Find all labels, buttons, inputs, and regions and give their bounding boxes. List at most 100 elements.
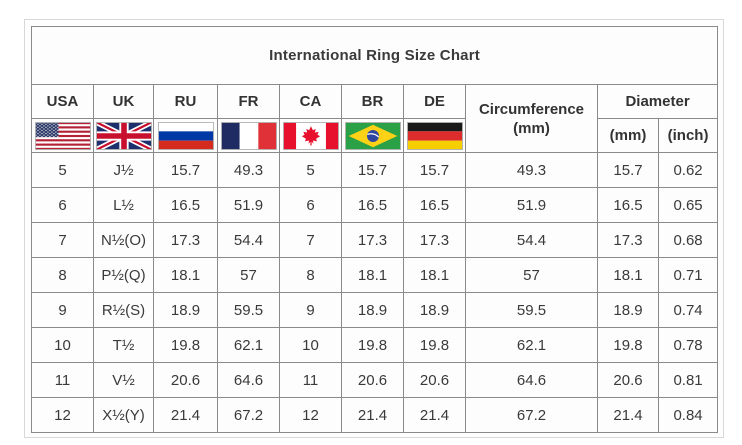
- cell-diameter-inch: 0.71: [657, 257, 719, 293]
- cell-br: 18.9: [341, 292, 404, 328]
- cell-circumference: 62.1: [465, 327, 598, 363]
- cell-diameter-inch: 0.74: [657, 292, 719, 328]
- column-header-br: BR: [341, 84, 404, 119]
- column-header-diameter-inch: (inch): [657, 118, 719, 153]
- cell-fr: 64.6: [217, 362, 280, 398]
- cell-usa: 6: [31, 187, 94, 223]
- ru-flag-cell: [153, 118, 218, 153]
- cell-ca: 9: [279, 292, 342, 328]
- cell-ca: 11: [279, 362, 342, 398]
- cell-uk: T½: [93, 327, 154, 363]
- cell-uk: J½: [93, 152, 154, 188]
- table-row: 11 V½ 20.6 64.6 11 20.6 20.6 64.6 20.6 0…: [31, 362, 719, 398]
- cell-usa: 10: [31, 327, 94, 363]
- cell-de: 17.3: [403, 222, 466, 258]
- cell-uk: V½: [93, 362, 154, 398]
- table-row: 6 L½ 16.5 51.9 6 16.5 16.5 51.9 16.5 0.6…: [31, 187, 719, 223]
- cell-diameter-inch: 0.84: [657, 397, 719, 433]
- table-row: 9 R½(S) 18.9 59.5 9 18.9 18.9 59.5 18.9 …: [31, 292, 719, 328]
- cell-br: 18.1: [341, 257, 404, 293]
- column-header-diameter-mm: (mm): [597, 118, 659, 153]
- cell-diameter-mm: 16.5: [597, 187, 659, 223]
- cell-diameter-mm: 18.1: [597, 257, 659, 293]
- cell-ca: 7: [279, 222, 342, 258]
- cell-br: 19.8: [341, 327, 404, 363]
- uk-flag-icon: [95, 121, 152, 150]
- cell-uk: N½(O): [93, 222, 154, 258]
- cell-diameter-mm: 19.8: [597, 327, 659, 363]
- cell-br: 17.3: [341, 222, 404, 258]
- cell-de: 18.1: [403, 257, 466, 293]
- cell-fr: 54.4: [217, 222, 280, 258]
- cell-fr: 62.1: [217, 327, 280, 363]
- cell-ru: 18.9: [153, 292, 218, 328]
- column-header-uk: UK: [93, 84, 154, 119]
- br-flag-cell: [341, 118, 404, 153]
- cell-diameter-inch: 0.65: [657, 187, 719, 223]
- cell-usa: 5: [31, 152, 94, 188]
- cell-fr: 59.5: [217, 292, 280, 328]
- de-flag-cell: [403, 118, 466, 153]
- table-row: 5 J½ 15.7 49.3 5 15.7 15.7 49.3 15.7 0.6…: [31, 152, 719, 188]
- cell-de: 15.7: [403, 152, 466, 188]
- cell-fr: 67.2: [217, 397, 280, 433]
- cell-br: 21.4: [341, 397, 404, 433]
- ring-size-table: International Ring Size Chart USA UK RU …: [30, 26, 719, 433]
- cell-ru: 15.7: [153, 152, 218, 188]
- uk-flag-cell: [93, 118, 154, 153]
- cell-ca: 5: [279, 152, 342, 188]
- cell-ca: 12: [279, 397, 342, 433]
- cell-ru: 18.1: [153, 257, 218, 293]
- cell-de: 20.6: [403, 362, 466, 398]
- cell-diameter-mm: 18.9: [597, 292, 659, 328]
- column-header-diameter: Diameter: [596, 84, 719, 119]
- title-row: International Ring Size Chart: [30, 26, 719, 85]
- cell-fr: 57: [217, 257, 280, 293]
- column-header-ru: RU: [153, 84, 218, 119]
- cell-usa: 9: [31, 292, 94, 328]
- cell-diameter-inch: 0.62: [657, 152, 719, 188]
- cell-br: 20.6: [341, 362, 404, 398]
- cell-ca: 10: [279, 327, 342, 363]
- usa-flag-cell: [31, 118, 94, 153]
- cell-ru: 19.8: [153, 327, 218, 363]
- cell-br: 16.5: [341, 187, 404, 223]
- cell-ru: 17.3: [153, 222, 218, 258]
- column-header-row: USA UK RU FR CA BR DE Circumference (mm)…: [31, 84, 719, 153]
- page-title: International Ring Size Chart: [30, 26, 719, 85]
- ru-flag-icon: [157, 121, 214, 150]
- cell-diameter-mm: 21.4: [597, 397, 659, 433]
- column-header-ca: CA: [279, 84, 342, 119]
- column-header-circumference: Circumference (mm): [465, 84, 598, 153]
- cell-circumference: 54.4: [465, 222, 598, 258]
- cell-circumference: 57: [465, 257, 598, 293]
- cell-usa: 11: [31, 362, 94, 398]
- ca-flag-cell: [279, 118, 342, 153]
- cell-circumference: 67.2: [465, 397, 598, 433]
- column-header-fr: FR: [217, 84, 280, 119]
- cell-diameter-mm: 17.3: [597, 222, 659, 258]
- table-row: 7 N½(O) 17.3 54.4 7 17.3 17.3 54.4 17.3 …: [31, 222, 719, 258]
- table-row: 12 X½(Y) 21.4 67.2 12 21.4 21.4 67.2 21.…: [31, 397, 719, 433]
- cell-circumference: 49.3: [465, 152, 598, 188]
- cell-circumference: 64.6: [465, 362, 598, 398]
- fr-flag-icon: [220, 121, 277, 150]
- column-header-usa: USA: [31, 84, 94, 119]
- cell-diameter-inch: 0.81: [657, 362, 719, 398]
- cell-usa: 8: [31, 257, 94, 293]
- cell-ca: 8: [279, 257, 342, 293]
- cell-diameter-inch: 0.68: [657, 222, 719, 258]
- cell-ru: 20.6: [153, 362, 218, 398]
- cell-uk: L½: [93, 187, 154, 223]
- cell-usa: 7: [31, 222, 94, 258]
- circumference-unit: (mm): [513, 119, 550, 137]
- cell-uk: R½(S): [93, 292, 154, 328]
- cell-diameter-mm: 20.6: [597, 362, 659, 398]
- chart-photo-frame: International Ring Size Chart USA UK RU …: [24, 19, 724, 438]
- cell-diameter-inch: 0.78: [657, 327, 719, 363]
- cell-de: 16.5: [403, 187, 466, 223]
- cell-fr: 49.3: [217, 152, 280, 188]
- cell-ru: 21.4: [153, 397, 218, 433]
- cell-circumference: 51.9: [465, 187, 598, 223]
- cell-usa: 12: [31, 397, 94, 433]
